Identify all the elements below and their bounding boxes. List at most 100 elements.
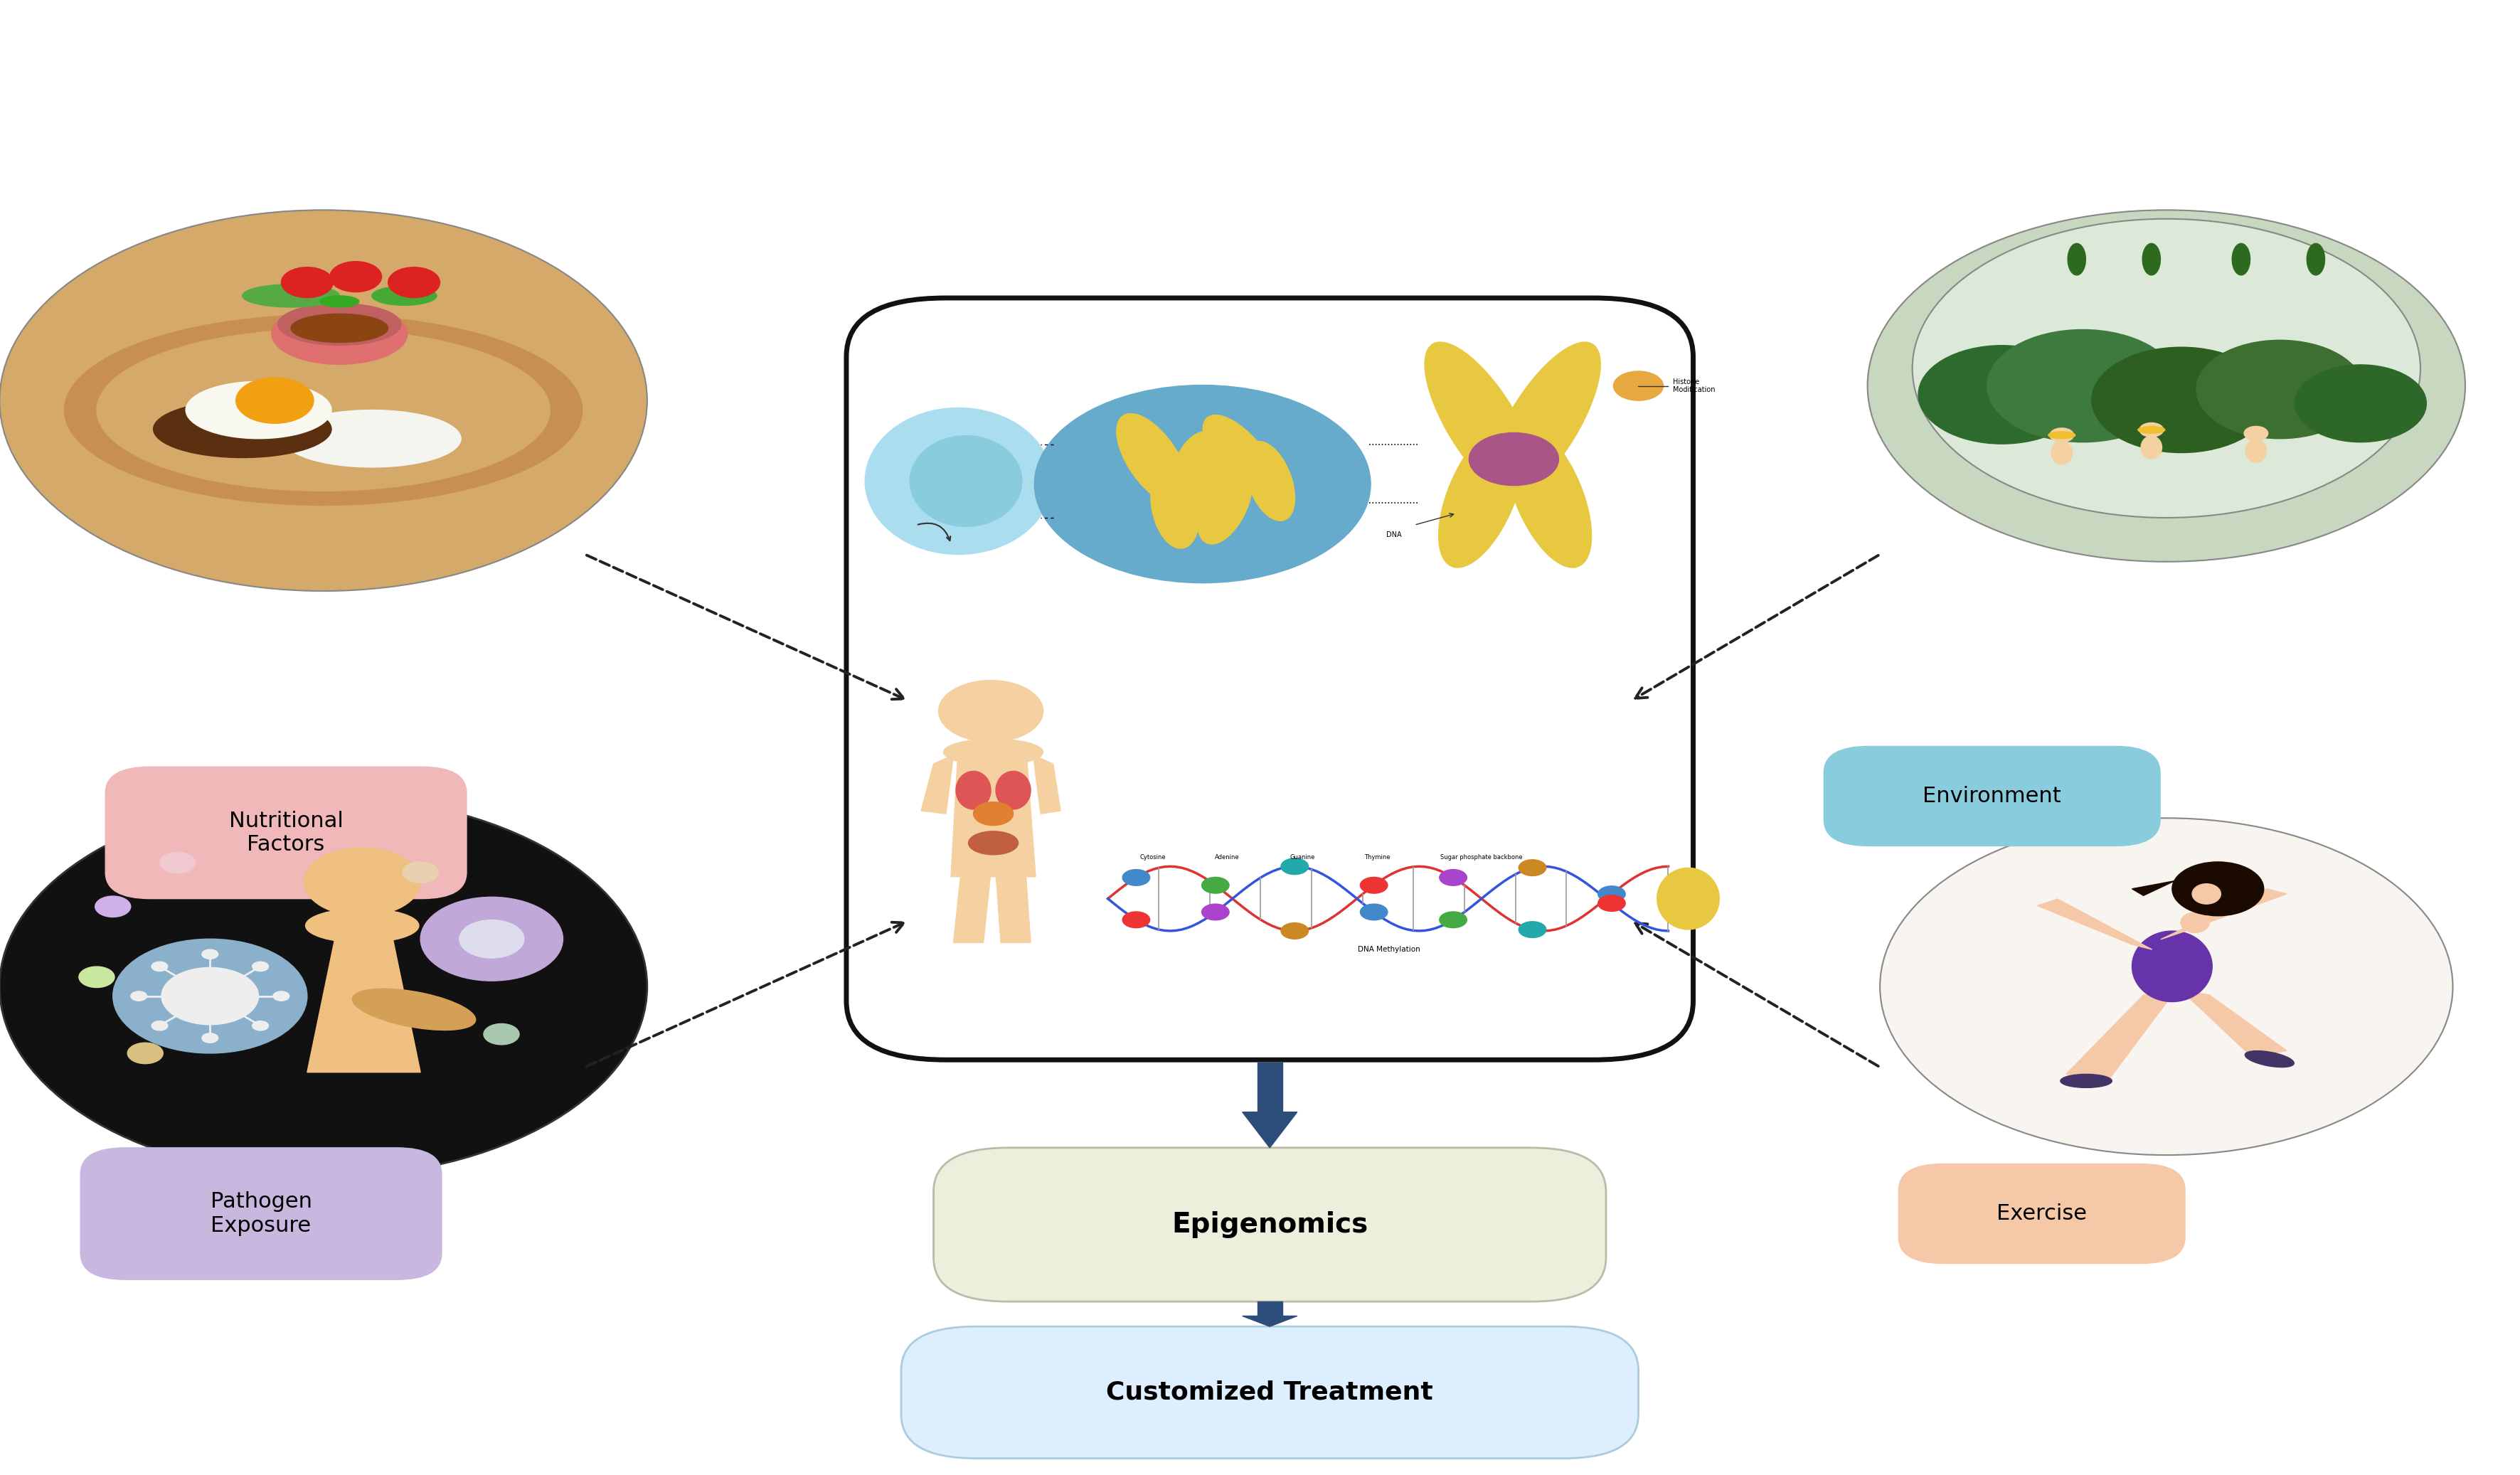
Ellipse shape xyxy=(1487,342,1600,503)
Text: Histone
Modification: Histone Modification xyxy=(1673,378,1716,394)
Ellipse shape xyxy=(186,382,333,438)
Ellipse shape xyxy=(353,988,476,1030)
Ellipse shape xyxy=(2049,432,2076,438)
Polygon shape xyxy=(2132,878,2195,895)
Text: DNA Methylation: DNA Methylation xyxy=(1358,945,1421,953)
Polygon shape xyxy=(307,916,421,1072)
Text: Sugar phosphate backbone: Sugar phosphate backbone xyxy=(1441,854,1522,860)
Circle shape xyxy=(282,267,333,298)
Circle shape xyxy=(202,1032,219,1043)
Circle shape xyxy=(2245,426,2268,441)
Ellipse shape xyxy=(2142,437,2162,459)
Circle shape xyxy=(1280,858,1308,875)
Circle shape xyxy=(1880,819,2452,1155)
Ellipse shape xyxy=(320,296,358,307)
Circle shape xyxy=(1598,886,1625,903)
Polygon shape xyxy=(2039,898,2152,950)
Ellipse shape xyxy=(2132,931,2213,1002)
Circle shape xyxy=(1988,329,2177,443)
Text: Pathogen
Exposure: Pathogen Exposure xyxy=(209,1192,312,1236)
Ellipse shape xyxy=(242,285,340,307)
Circle shape xyxy=(129,1043,164,1063)
Circle shape xyxy=(1280,923,1308,940)
Circle shape xyxy=(96,897,131,917)
Text: Thymine: Thymine xyxy=(1363,854,1391,860)
Ellipse shape xyxy=(154,401,333,457)
Text: Adenine: Adenine xyxy=(1215,854,1240,860)
Ellipse shape xyxy=(305,909,418,943)
Ellipse shape xyxy=(1033,385,1371,583)
Circle shape xyxy=(1598,895,1625,912)
Circle shape xyxy=(78,966,113,988)
Circle shape xyxy=(131,991,146,1002)
Circle shape xyxy=(0,209,648,591)
Circle shape xyxy=(0,797,648,1177)
Ellipse shape xyxy=(973,802,1013,826)
Ellipse shape xyxy=(277,304,401,345)
Circle shape xyxy=(484,1024,519,1044)
Text: Nutritional
Factors: Nutritional Factors xyxy=(229,810,343,856)
Ellipse shape xyxy=(2061,1074,2112,1087)
Circle shape xyxy=(1202,904,1230,920)
Polygon shape xyxy=(922,755,953,814)
Circle shape xyxy=(1520,922,1547,938)
Ellipse shape xyxy=(1658,867,1719,929)
Ellipse shape xyxy=(1116,413,1189,504)
Circle shape xyxy=(2139,423,2162,437)
Polygon shape xyxy=(1242,1316,1298,1326)
Polygon shape xyxy=(1257,1301,1283,1316)
Circle shape xyxy=(330,261,381,292)
FancyBboxPatch shape xyxy=(902,1326,1638,1459)
Circle shape xyxy=(1613,372,1663,401)
Text: Guanine: Guanine xyxy=(1290,854,1315,860)
FancyBboxPatch shape xyxy=(1898,1164,2185,1264)
Circle shape xyxy=(403,861,438,882)
Ellipse shape xyxy=(1424,342,1537,503)
Ellipse shape xyxy=(910,435,1023,527)
Text: Exercise: Exercise xyxy=(1996,1204,2087,1224)
Circle shape xyxy=(1439,912,1467,928)
Ellipse shape xyxy=(2245,440,2265,462)
Ellipse shape xyxy=(1913,254,2419,482)
Ellipse shape xyxy=(2233,243,2250,276)
Ellipse shape xyxy=(1245,441,1295,521)
Circle shape xyxy=(2197,341,2364,438)
Circle shape xyxy=(1121,869,1149,885)
Polygon shape xyxy=(1257,1063,1283,1112)
Ellipse shape xyxy=(2142,243,2160,276)
Circle shape xyxy=(1202,878,1230,894)
Ellipse shape xyxy=(1152,463,1200,549)
Circle shape xyxy=(459,920,524,957)
Circle shape xyxy=(1867,209,2465,562)
Ellipse shape xyxy=(2306,243,2326,276)
Ellipse shape xyxy=(373,286,436,305)
Polygon shape xyxy=(1242,1112,1298,1148)
Ellipse shape xyxy=(942,739,1043,766)
Circle shape xyxy=(1439,869,1467,885)
Text: Cytosine: Cytosine xyxy=(1139,854,1167,860)
Circle shape xyxy=(159,853,197,873)
Circle shape xyxy=(2092,347,2271,453)
FancyBboxPatch shape xyxy=(1824,746,2160,847)
Circle shape xyxy=(151,962,169,971)
Circle shape xyxy=(272,991,290,1002)
FancyBboxPatch shape xyxy=(106,767,466,898)
Circle shape xyxy=(1361,904,1389,920)
Ellipse shape xyxy=(968,832,1018,854)
Ellipse shape xyxy=(96,329,549,491)
Ellipse shape xyxy=(2137,426,2165,434)
Text: DNA: DNA xyxy=(1386,531,1401,538)
Ellipse shape xyxy=(995,771,1031,810)
Circle shape xyxy=(237,378,312,423)
Polygon shape xyxy=(950,743,1036,876)
Polygon shape xyxy=(2160,889,2286,940)
Circle shape xyxy=(305,848,421,916)
Circle shape xyxy=(252,1021,270,1031)
Ellipse shape xyxy=(1507,423,1593,568)
Text: Epigenomics: Epigenomics xyxy=(1172,1211,1368,1238)
Text: Environment: Environment xyxy=(1923,786,2061,807)
Ellipse shape xyxy=(2245,1050,2293,1068)
Circle shape xyxy=(1918,345,2087,444)
Circle shape xyxy=(1361,878,1389,894)
Circle shape xyxy=(937,680,1043,742)
